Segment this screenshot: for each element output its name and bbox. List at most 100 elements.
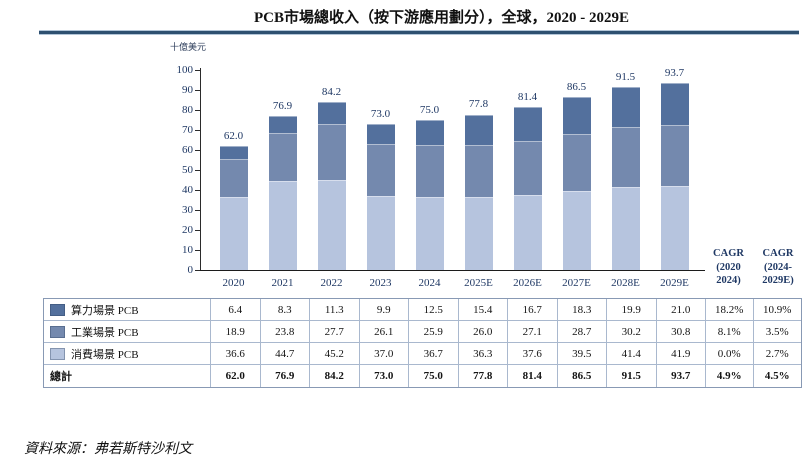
- bar-segment: [366, 124, 395, 144]
- table-row-label: 消費場景 PCB: [44, 343, 211, 365]
- table-cell: 4.5%: [764, 370, 790, 382]
- x-tick-label: 2029E: [660, 277, 689, 289]
- y-tick-label: 40: [182, 184, 193, 196]
- table-cell: 44.7: [260, 343, 310, 365]
- bar-total-label: 86.5: [566, 81, 587, 93]
- bar-total-label: 77.8: [468, 98, 489, 111]
- table-cell: 93.7: [657, 365, 706, 387]
- y-axis-unit-label: 十億美元: [170, 42, 207, 52]
- bar-segment: [415, 196, 444, 270]
- stacked-bar: [415, 119, 444, 270]
- table-cell: 27.1: [508, 321, 558, 343]
- legend-swatch: [50, 303, 65, 316]
- table-cell: 41.4: [607, 343, 657, 365]
- x-axis-labels: 2020 2021 2022 2023 2024 2025E 2026E 2027E 2028E…: [209, 277, 699, 289]
- x-tick-label: 2028E: [611, 277, 640, 289]
- bar-segment: [562, 191, 591, 270]
- stacked-bar: [562, 97, 591, 270]
- legend-swatch: [50, 347, 65, 360]
- table-cell: 15.4: [458, 299, 508, 321]
- title-divider-line: [39, 30, 799, 35]
- bar-segment: [219, 196, 248, 270]
- x-tick-label: 2021: [271, 277, 294, 289]
- bar-segment: [464, 197, 493, 270]
- y-axis-tick: [195, 190, 200, 191]
- bar-segment: [513, 107, 542, 141]
- bar-group: 73.0: [356, 70, 405, 270]
- table-cell: 26.0: [458, 321, 508, 343]
- cagr-header-line: 2024): [716, 275, 741, 286]
- bar-segment: [268, 180, 297, 270]
- bar-group: 84.2: [307, 70, 356, 270]
- table-cell: 37.6: [508, 343, 558, 365]
- table-cell: 36.7: [409, 343, 459, 365]
- table-cell: 16.7: [508, 299, 558, 321]
- bar-segment: [268, 133, 297, 181]
- table-cell: 4.9%: [706, 365, 754, 387]
- table-cell: 28.7: [557, 321, 607, 343]
- cagr-header-2020-2024: CAGR (2020 2024): [704, 247, 753, 288]
- y-axis-tick: [195, 110, 200, 111]
- bar-segment: [464, 145, 493, 198]
- bar-total-label: 84.2: [321, 85, 342, 98]
- cagr-header-line: (2024-: [764, 261, 792, 273]
- chart-title: PCB市場總收入（按下游應用劃分），全球，2020 - 2029E: [253, 10, 629, 26]
- y-axis-line: [200, 68, 201, 270]
- table-cell: 8.1%: [706, 321, 754, 343]
- y-axis-tick: [195, 250, 200, 251]
- table-row-label: 算力場景 PCB: [44, 299, 211, 321]
- bar-segment: [366, 143, 395, 196]
- bar-group: 86.5: [552, 70, 601, 270]
- bar-group: 77.8: [454, 70, 503, 270]
- bar-segment: [317, 179, 346, 270]
- y-tick-label: 50: [182, 164, 193, 176]
- y-tick-label: 20: [182, 224, 193, 236]
- y-axis-tick: [195, 230, 200, 231]
- y-tick-label: 80: [182, 104, 193, 116]
- y-axis-tick: [195, 130, 200, 131]
- source-note: 資料來源：弗若斯特沙利文: [24, 442, 192, 457]
- table-cell: 6.4: [211, 299, 261, 321]
- x-axis-line: [200, 270, 705, 271]
- bar-group: 76.9: [258, 70, 307, 270]
- bar-segment: [219, 159, 248, 197]
- bar-segment: [660, 124, 689, 187]
- table-row-label: 總計: [44, 365, 211, 387]
- table-cell: 25.9: [409, 321, 459, 343]
- x-tick-label: 2023: [369, 277, 392, 289]
- bar-segment: [317, 124, 346, 180]
- bar-group: 62.0: [209, 70, 258, 270]
- bar-group: 75.0: [405, 70, 454, 270]
- bar-total-label: 81.4: [517, 91, 538, 104]
- y-tick-label: 90: [182, 84, 193, 96]
- table-cell: 36.6: [211, 343, 261, 365]
- bar-segment: [366, 196, 395, 270]
- cagr-header-line: 2029E): [762, 275, 794, 286]
- legend-swatch: [50, 325, 65, 338]
- y-axis-tick: [195, 210, 200, 211]
- y-tick-label: 0: [187, 264, 194, 276]
- table-cell: 11.3: [310, 299, 360, 321]
- table-cell: 10.9%: [753, 299, 801, 321]
- bar-segment: [611, 126, 640, 188]
- table-row-label: 工業場景 PCB: [44, 321, 211, 343]
- bar-segment: [415, 144, 444, 197]
- cagr-header-2024-2029: CAGR (2024- 2029E): [753, 247, 803, 288]
- table-cell: 19.9: [607, 299, 657, 321]
- y-axis-tick: [195, 150, 200, 151]
- bar-segment: [464, 114, 493, 146]
- x-tick-label: 2020: [222, 277, 245, 289]
- table-cell: 41.9: [656, 343, 706, 365]
- table-cell: 73.0: [360, 365, 409, 387]
- x-tick-label: 2026E: [513, 277, 542, 289]
- table-cell: 77.8: [459, 365, 508, 387]
- stacked-bar: [366, 124, 395, 270]
- bar-group: 93.7: [650, 67, 699, 270]
- y-tick-label: 70: [182, 124, 193, 136]
- bar-segment: [611, 187, 640, 270]
- bar-group: 91.5: [601, 70, 650, 270]
- bar-segment: [562, 97, 591, 134]
- table-cell: 39.5: [557, 343, 607, 365]
- cagr-header-line: CAGR: [713, 248, 744, 259]
- legend-label: 工業場景 PCB: [71, 326, 139, 339]
